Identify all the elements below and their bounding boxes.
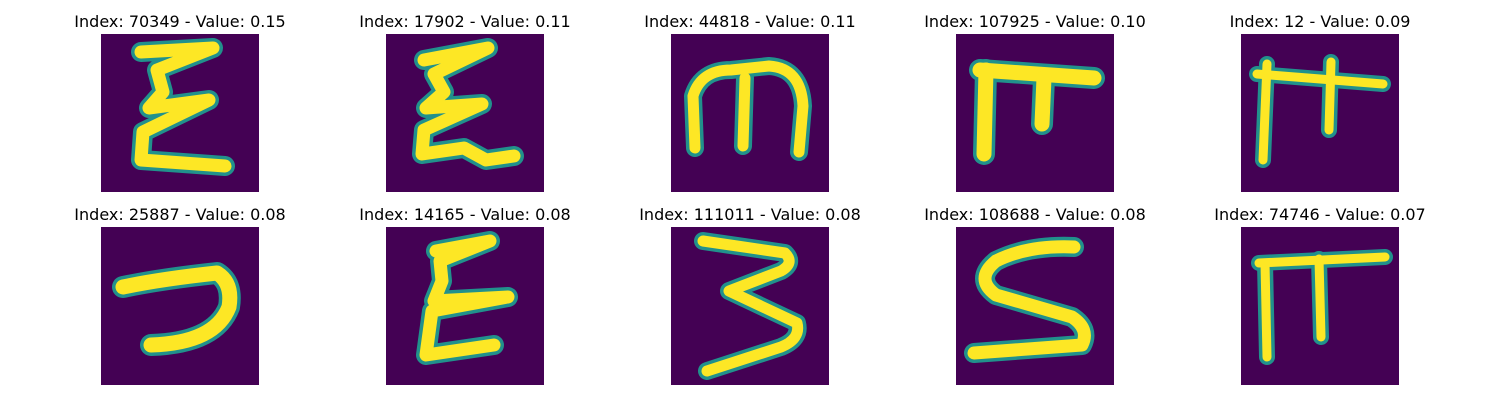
panel-title: Index: 74746 - Value: 0.07 [1214,205,1426,224]
panel-title: Index: 25887 - Value: 0.08 [74,205,286,224]
glyph-image [1241,227,1399,385]
image-panel: Index: 14165 - Value: 0.08 [325,205,605,395]
image-panel: Index: 111011 - Value: 0.08 [610,205,890,395]
glyph-image [101,34,259,192]
glyph-image [386,34,544,192]
image-panel: Index: 74746 - Value: 0.07 [1180,205,1460,395]
image-panel: Index: 12 - Value: 0.09 [1180,12,1460,202]
panel-title: Index: 107925 - Value: 0.10 [924,12,1146,31]
image-panel: Index: 108688 - Value: 0.08 [895,205,1175,395]
panel-title: Index: 108688 - Value: 0.08 [924,205,1146,224]
glyph-image [671,34,829,192]
image-panel: Index: 25887 - Value: 0.08 [40,205,320,395]
glyph-image [101,227,259,385]
glyph-image [956,227,1114,385]
image-panel: Index: 107925 - Value: 0.10 [895,12,1175,202]
glyph-image [956,34,1114,192]
image-panel: Index: 44818 - Value: 0.11 [610,12,890,202]
glyph-image [671,227,829,385]
panel-title: Index: 17902 - Value: 0.11 [359,12,571,31]
panel-title: Index: 111011 - Value: 0.08 [639,205,861,224]
image-panel: Index: 17902 - Value: 0.11 [325,12,605,202]
glyph-image [386,227,544,385]
panel-title: Index: 14165 - Value: 0.08 [359,205,571,224]
panel-title: Index: 12 - Value: 0.09 [1229,12,1411,31]
panel-title: Index: 70349 - Value: 0.15 [74,12,286,31]
panel-title: Index: 44818 - Value: 0.11 [644,12,856,31]
image-panel: Index: 70349 - Value: 0.15 [40,12,320,202]
glyph-image [1241,34,1399,192]
